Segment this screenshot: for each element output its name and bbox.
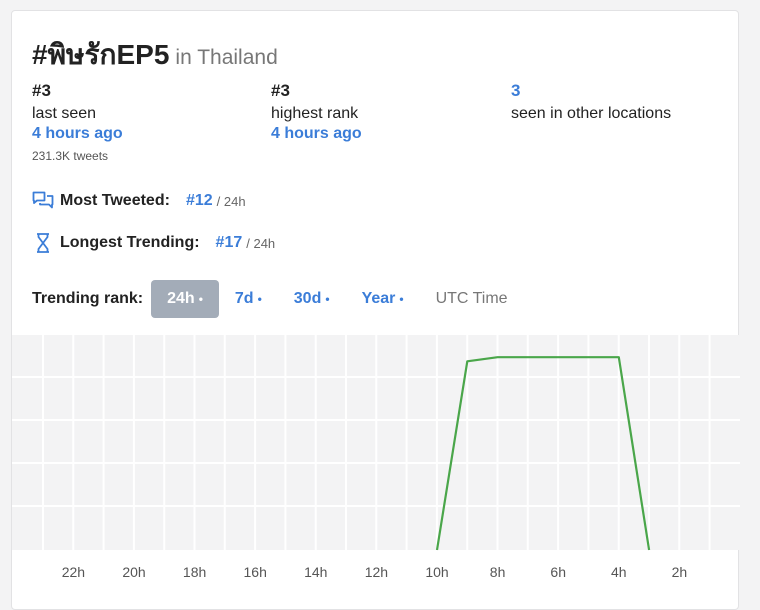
range-24h-label: 24h — [167, 290, 195, 307]
most-tweeted-value-link[interactable]: #12 — [185, 192, 213, 209]
x-tick-label: 22h — [62, 564, 85, 580]
x-tick-label: 16h — [244, 564, 267, 580]
other-locations-label: seen in other locations — [511, 105, 672, 122]
range-30d-dot: • — [325, 292, 330, 306]
chart-grid — [12, 335, 740, 550]
x-tick-label: 18h — [183, 564, 206, 580]
series-line — [435, 356, 651, 551]
tweet-count: 231.3K tweets — [32, 149, 109, 163]
x-tick-label: 8h — [490, 564, 506, 580]
utc-time-toggle[interactable]: UTC Time — [435, 290, 508, 307]
range-24h-dot: • — [198, 292, 203, 306]
most-tweeted-suffix: / 24h — [216, 193, 246, 209]
stat-other-locations: 3 seen in other locations — [511, 81, 671, 123]
x-tick-label: 2h — [672, 564, 688, 580]
trend-card: #พิษรักEP5 in Thailand #3 last seen 4 hou… — [11, 10, 740, 610]
stat-highest-rank: #3 highest rank 4 hours ago — [271, 81, 362, 143]
range-7d-button[interactable]: 7d • — [219, 280, 278, 318]
x-tick-label: 10h — [425, 564, 448, 580]
speech-bubbles-icon — [32, 191, 54, 211]
hourglass-icon — [32, 232, 54, 254]
range-24h-button[interactable]: 24h • — [151, 280, 219, 318]
trending-rank-label: Trending rank: — [32, 290, 144, 307]
range-year-dot: • — [399, 292, 404, 306]
page-title: #พิษรักEP5 in Thailand — [32, 33, 278, 77]
stat-last-seen: #3 last seen 4 hours ago 231.3K tweets — [32, 81, 123, 163]
range-30d-button[interactable]: 30d • — [278, 280, 346, 318]
other-locations-count-link[interactable]: 3 — [511, 81, 521, 100]
range-7d-dot: • — [257, 292, 262, 306]
last-seen-time-link[interactable]: 4 hours ago — [32, 125, 123, 142]
highest-rank-value: #3 — [271, 81, 290, 100]
x-tick-label: 14h — [304, 564, 327, 580]
x-tick-label: 6h — [550, 564, 566, 580]
x-tick-label: 20h — [122, 564, 145, 580]
trend-chart: 22h 20h 18h 16h 14h 12h 10h 8h 6h 4h 2h — [12, 335, 740, 580]
longest-trending-value-link[interactable]: #17 — [215, 234, 243, 251]
highest-rank-time-link[interactable]: 4 hours ago — [271, 125, 362, 142]
x-tick-label: 4h — [611, 564, 627, 580]
longest-trending-row: Longest Trending: #17 / 24h — [32, 231, 275, 255]
range-year-button[interactable]: Year • — [346, 280, 420, 318]
x-tick-label: 12h — [365, 564, 388, 580]
longest-trending-suffix: / 24h — [246, 235, 276, 251]
last-seen-rank: #3 — [32, 81, 51, 100]
chart-x-ticks: 22h 20h 18h 16h 14h 12h 10h 8h 6h 4h 2h — [62, 564, 687, 580]
range-selector: Trending rank: 24h • 7d • 30d • Year • UTC T… — [32, 279, 524, 319]
range-7d-label: 7d — [234, 290, 254, 307]
last-seen-label: last seen — [32, 105, 97, 122]
location-label: in Thailand — [175, 46, 278, 69]
highest-rank-label: highest rank — [271, 105, 359, 122]
most-tweeted-row: Most Tweeted: #12 / 24h — [32, 189, 246, 213]
hashtag-title: #พิษรักEP5 — [32, 39, 170, 70]
most-tweeted-label: Most Tweeted: — [60, 192, 170, 209]
range-year-label: Year — [361, 290, 396, 307]
range-30d-label: 30d — [293, 290, 322, 307]
longest-trending-label: Longest Trending: — [60, 234, 200, 251]
